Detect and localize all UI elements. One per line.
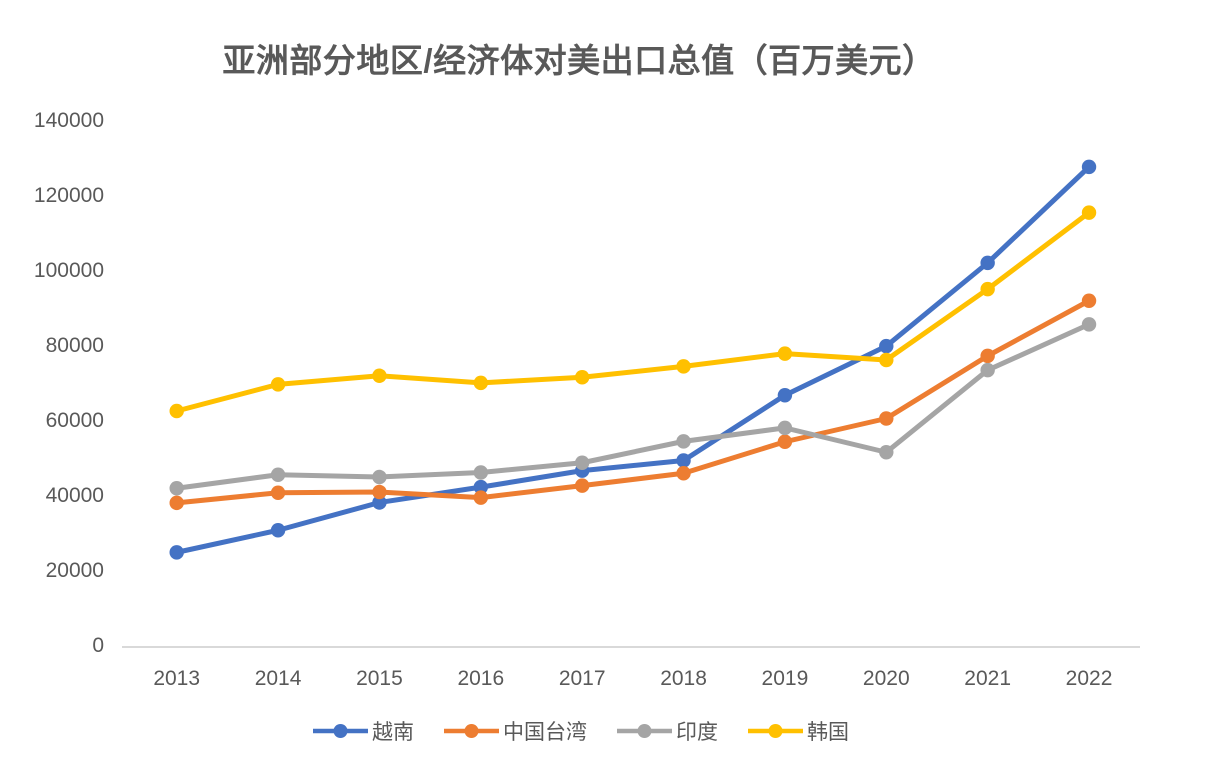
y-axis-tick-label: 140000 [34, 109, 104, 132]
x-axis-tick-label: 2015 [356, 667, 403, 690]
legend-marker-dot [768, 724, 783, 738]
series-1-point [777, 434, 793, 449]
series-2-point [270, 467, 286, 482]
series-2-point [372, 469, 387, 485]
series-2-line [174, 321, 1092, 491]
series-3-line [174, 210, 1092, 414]
series-3-point [879, 352, 894, 368]
y-axis-tick-label: 60000 [46, 409, 104, 432]
series-2-point [879, 445, 894, 460]
series-3-point [473, 375, 489, 391]
legend-line-marker-icon [444, 724, 499, 738]
series-2-point [169, 481, 184, 496]
series-0-point [980, 255, 995, 271]
legend-line-marker-icon [748, 724, 803, 738]
series-2-point [473, 465, 489, 480]
series-1-point [879, 411, 894, 426]
series-0-point [372, 495, 387, 510]
x-axis-tick-label: 2021 [964, 667, 1011, 690]
series-3-point [1081, 205, 1097, 220]
series-1-point [1081, 293, 1097, 308]
series-3-point [372, 368, 387, 383]
series-2-point [1081, 317, 1097, 332]
series-1-point [270, 485, 286, 500]
series-1-point [473, 490, 489, 505]
series-0-line [174, 164, 1092, 555]
series-3-point [980, 281, 995, 297]
series-0-point [676, 453, 691, 468]
x-axis-tick-label: 2017 [559, 667, 606, 690]
series-0-point [473, 479, 489, 495]
legend-label: 中国台湾 [503, 721, 587, 744]
x-axis-tick-label: 2022 [1066, 667, 1113, 690]
legend-item-2: 印度 [617, 716, 718, 746]
series-1-point [574, 478, 590, 493]
series-3-point [169, 403, 184, 419]
y-axis-tick-label: 80000 [46, 334, 104, 357]
y-axis-tick-label: 120000 [34, 184, 104, 207]
series-2-point [777, 420, 793, 436]
y-axis-tick-label: 20000 [46, 559, 104, 582]
legend-item-3: 韩国 [748, 716, 849, 746]
y-axis-tick-label: 40000 [46, 484, 104, 507]
legend-label: 越南 [372, 721, 414, 744]
series-1-point [676, 466, 691, 481]
series-2-point [676, 434, 691, 449]
x-axis-tick-label: 2019 [762, 667, 809, 690]
legend-marker-dot [333, 724, 348, 738]
legend-marker-dot [464, 724, 479, 738]
chart-legend: 越南 中国台湾 印度 韩国 [0, 714, 1162, 748]
series-3-point [574, 370, 590, 385]
series-3-point [270, 377, 286, 392]
y-axis-tick-label: 100000 [34, 259, 104, 282]
legend-label: 印度 [676, 721, 718, 744]
series-1-point [980, 348, 995, 364]
legend-line-marker-icon [617, 724, 672, 738]
series-0-point [270, 523, 286, 538]
x-axis-tick-label: 2013 [153, 667, 200, 690]
y-axis-tick-label: 0 [92, 634, 104, 657]
series-1-point [372, 484, 387, 500]
series-3-point [777, 346, 793, 361]
legend-label: 韩国 [807, 721, 849, 744]
x-axis-tick-label: 2020 [863, 667, 910, 690]
series-1-point [169, 495, 184, 511]
x-axis-tick-label: 2018 [660, 667, 707, 690]
x-axis-tick-label: 2016 [457, 667, 504, 690]
series-0-point [777, 388, 793, 403]
series-2-point [980, 362, 995, 378]
legend-item-0: 越南 [313, 716, 414, 746]
series-0-point [1081, 159, 1097, 175]
chart-title: 亚洲部分地区/经济体对美出口总值（百万美元） [222, 42, 936, 79]
series-1-line [174, 298, 1092, 506]
series-3-point [676, 359, 691, 374]
legend-item-1: 中国台湾 [444, 716, 587, 746]
series-2-point [574, 455, 590, 470]
legend-marker-dot [637, 724, 652, 738]
series-0-point [169, 545, 184, 560]
legend-line-marker-icon [313, 724, 368, 738]
series-0-point [879, 338, 894, 354]
x-axis-tick-label: 2014 [255, 667, 302, 690]
